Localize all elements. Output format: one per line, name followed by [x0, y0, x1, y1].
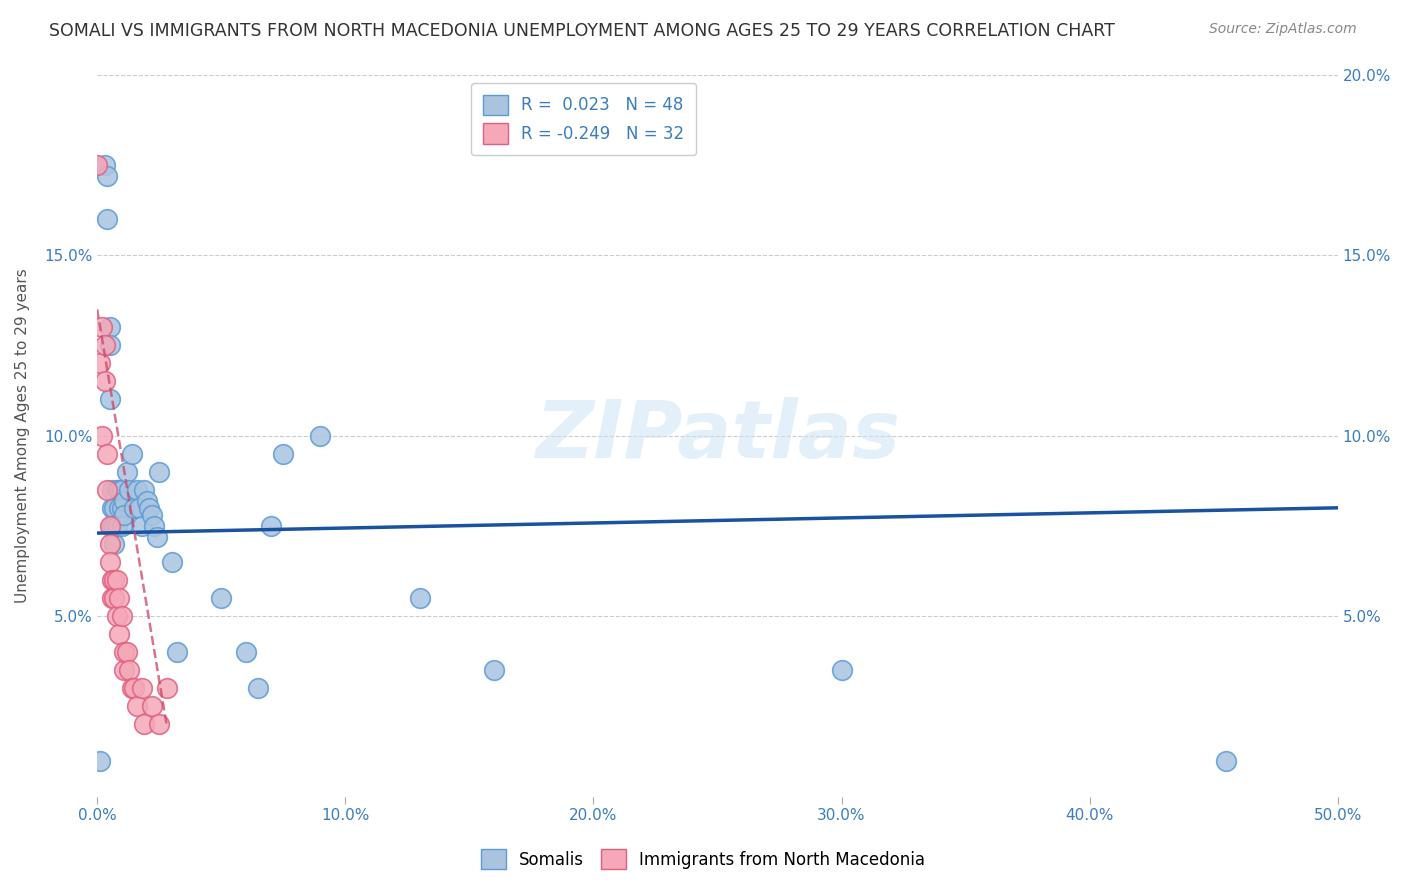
- Point: [98, 537, 121, 551]
- Point: [108, 483, 131, 497]
- Point: [93, 338, 115, 352]
- Point: [115, 645, 138, 659]
- Text: ZIPatlas: ZIPatlas: [534, 397, 900, 475]
- Point: [112, 645, 135, 659]
- Point: [93, 158, 115, 172]
- Point: [103, 591, 125, 605]
- Point: [96, 447, 118, 461]
- Point: [89, 356, 111, 370]
- Point: [98, 338, 121, 352]
- Point: [118, 483, 141, 497]
- Point: [108, 627, 131, 641]
- Point: [98, 392, 121, 407]
- Point: [101, 483, 124, 497]
- Point: [91, 428, 114, 442]
- Point: [112, 663, 135, 677]
- Point: [86, 158, 108, 172]
- Point: [124, 681, 146, 696]
- Point: [111, 483, 134, 497]
- Point: [101, 519, 124, 533]
- Point: [105, 573, 128, 587]
- Point: [103, 519, 125, 533]
- Legend: Somalis, Immigrants from North Macedonia: Somalis, Immigrants from North Macedonia: [471, 838, 935, 880]
- Point: [96, 211, 118, 226]
- Point: [131, 681, 153, 696]
- Point: [309, 428, 332, 442]
- Point: [155, 681, 177, 696]
- Point: [1215, 754, 1237, 768]
- Point: [166, 645, 188, 659]
- Text: Source: ZipAtlas.com: Source: ZipAtlas.com: [1209, 22, 1357, 37]
- Point: [271, 447, 294, 461]
- Point: [91, 320, 114, 334]
- Point: [260, 519, 283, 533]
- Point: [148, 465, 170, 479]
- Point: [105, 609, 128, 624]
- Point: [118, 663, 141, 677]
- Text: SOMALI VS IMMIGRANTS FROM NORTH MACEDONIA UNEMPLOYMENT AMONG AGES 25 TO 29 YEARS: SOMALI VS IMMIGRANTS FROM NORTH MACEDONI…: [49, 22, 1115, 40]
- Y-axis label: Unemployment Among Ages 25 to 29 years: Unemployment Among Ages 25 to 29 years: [15, 268, 30, 603]
- Point: [124, 500, 146, 515]
- Point: [89, 754, 111, 768]
- Point: [115, 465, 138, 479]
- Point: [96, 169, 118, 183]
- Point: [105, 483, 128, 497]
- Point: [145, 530, 167, 544]
- Point: [831, 663, 853, 677]
- Point: [160, 555, 183, 569]
- Point: [98, 555, 121, 569]
- Point: [103, 500, 125, 515]
- Point: [125, 699, 148, 714]
- Point: [98, 519, 121, 533]
- Legend: R =  0.023   N = 48, R = -0.249   N = 32: R = 0.023 N = 48, R = -0.249 N = 32: [471, 83, 696, 155]
- Point: [148, 717, 170, 731]
- Point: [121, 681, 143, 696]
- Point: [101, 500, 124, 515]
- Point: [111, 519, 134, 533]
- Point: [111, 500, 134, 515]
- Point: [121, 447, 143, 461]
- Point: [482, 663, 505, 677]
- Point: [409, 591, 432, 605]
- Point: [93, 375, 115, 389]
- Point: [112, 508, 135, 522]
- Point: [112, 493, 135, 508]
- Point: [134, 717, 156, 731]
- Point: [98, 320, 121, 334]
- Point: [125, 483, 148, 497]
- Point: [143, 519, 166, 533]
- Point: [134, 483, 156, 497]
- Point: [141, 699, 163, 714]
- Point: [247, 681, 270, 696]
- Point: [138, 500, 160, 515]
- Point: [108, 591, 131, 605]
- Point: [209, 591, 232, 605]
- Point: [96, 483, 118, 497]
- Point: [108, 500, 131, 515]
- Point: [135, 493, 157, 508]
- Point: [235, 645, 257, 659]
- Point: [105, 519, 128, 533]
- Point: [103, 573, 125, 587]
- Point: [131, 519, 153, 533]
- Point: [101, 591, 124, 605]
- Point: [101, 573, 124, 587]
- Point: [128, 500, 150, 515]
- Point: [111, 609, 134, 624]
- Point: [141, 508, 163, 522]
- Point: [103, 537, 125, 551]
